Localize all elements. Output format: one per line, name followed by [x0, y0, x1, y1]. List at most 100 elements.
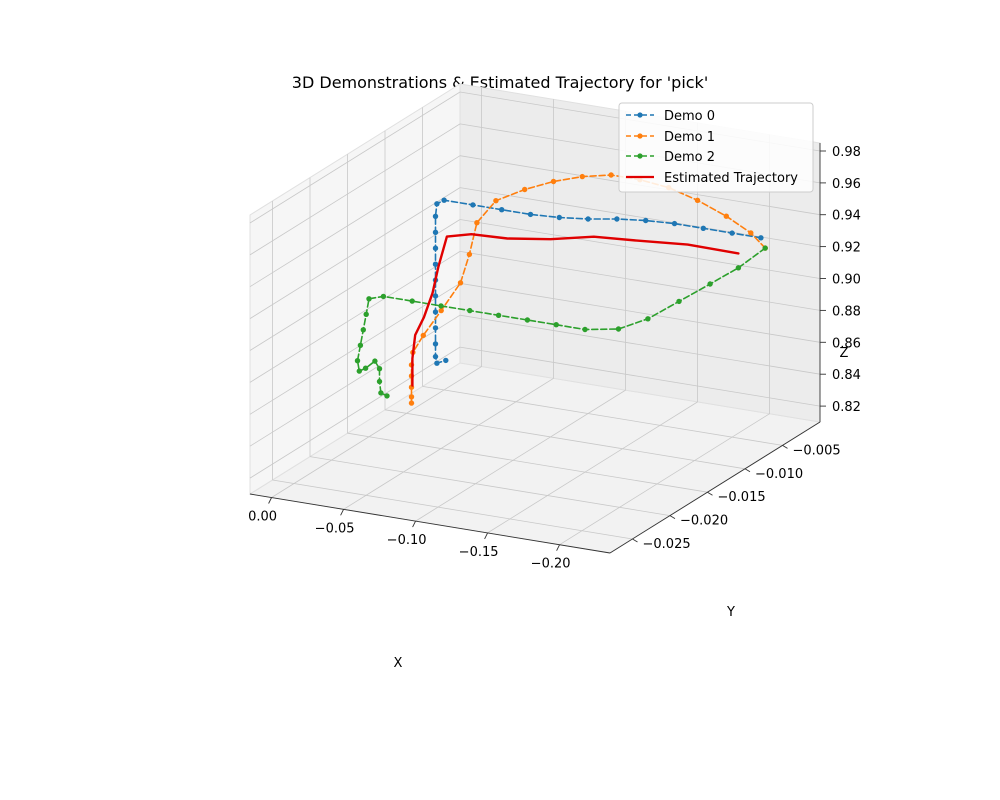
grid-line-z-left: [249, 219, 461, 351]
legend-frame: [618, 102, 814, 193]
y-axis-ticks: −0.025 −0.020 −0.015 −0.010 −0.005: [632, 443, 841, 552]
grid-line-z-back: [459, 219, 821, 279]
grid-line-x-floor: [559, 413, 770, 546]
x-tick-mark: [268, 497, 273, 504]
x-tick-mark: [340, 509, 345, 516]
z-tick-label: 0.94: [832, 209, 861, 224]
legend-entry-demo-0: Demo 0: [626, 109, 715, 124]
x-tick-mark: [556, 544, 561, 551]
series-point-demo-0: [434, 201, 440, 207]
grid-line-x-floor: [271, 366, 482, 498]
series-point-demo-0: [432, 325, 439, 331]
series-point-demo-2: [366, 296, 372, 302]
y-tick-mark: [669, 515, 676, 519]
grid-line-y-floor: [309, 456, 671, 516]
series-point-demo-2: [438, 303, 444, 309]
series-point-demo-1: [579, 173, 585, 180]
series-point-demo-2: [362, 365, 369, 371]
series-point-demo-1: [408, 394, 415, 400]
series-point-demo-1: [457, 280, 464, 286]
series-point-demo-0: [729, 230, 735, 236]
series-point-demo-2: [762, 245, 768, 251]
series-point-demo-2: [376, 378, 383, 385]
y-axis-line: [609, 421, 821, 554]
y-tick-mark: [632, 538, 638, 543]
y-tick-label: −0.015: [718, 490, 766, 505]
series-line-estimated-trajectory: [411, 232, 740, 387]
series-point-demo-2: [357, 342, 364, 348]
x-tick-mark: [484, 532, 489, 540]
series-point-demo-0: [643, 217, 649, 224]
z-axis-label: Z: [840, 346, 849, 361]
series-point-demo-0: [499, 207, 505, 213]
series-point-demo-0: [758, 235, 764, 241]
series-point-demo-0: [434, 360, 440, 366]
grid-line-y-floor: [384, 409, 746, 470]
series-point-demo-2: [467, 307, 473, 314]
series-point-demo-0: [432, 341, 439, 347]
series-point-demo-2: [356, 368, 362, 374]
y-tick-mark: [782, 445, 788, 449]
x-tick-label: −0.20: [531, 557, 571, 572]
z-axis-ticks: 0.82 0.84 0.86 0.88 0.90 0.92 0.94 0.96 0.98: [820, 145, 861, 415]
legend-marker-demo-1: [637, 133, 643, 139]
series-point-demo-1: [474, 220, 480, 226]
series-point-demo-2: [524, 317, 531, 323]
series-point-demo-0: [585, 216, 591, 222]
series-point-demo-2: [735, 265, 742, 271]
legend: Demo 0 Demo 1 Demo 2 Estimated Trajector…: [618, 102, 814, 193]
legend-entry-demo-2: Demo 2: [626, 150, 715, 165]
series-point-demo-1: [694, 197, 701, 203]
chart-title: 3D Demonstrations & Estimated Trajectory…: [292, 73, 708, 92]
series-point-demo-0: [432, 309, 439, 315]
grid-line-x-floor: [343, 377, 554, 510]
grid-line-z-back: [459, 282, 821, 343]
series-point-demo-1: [408, 400, 415, 406]
z-tick-label: 0.82: [832, 400, 861, 415]
z-tick-label: 0.84: [832, 368, 861, 383]
grid-line-z-back: [459, 251, 821, 311]
x-tick-label: −0.10: [387, 533, 427, 548]
z-tick-label: 0.86: [832, 336, 861, 351]
legend-label-demo-2: Demo 2: [664, 150, 715, 165]
series-point-demo-0: [432, 261, 439, 267]
grid-line-z-left: [249, 123, 461, 256]
series-point-demo-1: [723, 213, 729, 219]
series-point-demo-1: [748, 230, 754, 236]
x-axis-ticks: −0.20 −0.15 −0.10 −0.05 0.00: [248, 497, 571, 572]
grid-line-z-left: [249, 91, 461, 224]
legend-label-demo-1: Demo 1: [664, 130, 715, 145]
series-point-demo-1: [550, 178, 557, 185]
series-point-demo-2: [378, 390, 384, 396]
series-point-demo-2: [553, 322, 559, 328]
legend-marker-demo-2: [637, 153, 643, 159]
y-tick-mark: [707, 491, 713, 496]
legend-entry-estimated-trajectory: Estimated Trajectory: [626, 171, 798, 186]
legend-label-demo-0: Demo 0: [664, 109, 715, 124]
grid-line-y-floor: [422, 386, 783, 446]
series-demo-0: [432, 197, 764, 366]
y-tick-label: −0.025: [643, 537, 691, 552]
series-point-demo-1: [438, 307, 444, 314]
z-tick-label: 0.88: [832, 304, 861, 319]
z-tick-label: 0.92: [832, 241, 861, 256]
series-point-demo-1: [466, 251, 473, 258]
series-point-demo-2: [380, 293, 387, 300]
grid-line-y-floor: [272, 479, 633, 540]
series-point-demo-2: [645, 316, 651, 322]
x-axis-line: [249, 493, 611, 554]
grid-line-z-left: [249, 282, 461, 415]
series-line-demo-2: [356, 247, 767, 397]
x-tick-label: 0.00: [248, 510, 277, 525]
z-tick-label: 0.98: [832, 145, 861, 160]
series-point-demo-0: [470, 202, 476, 208]
series-estimated-trajectory: [411, 232, 740, 387]
series-demo-2: [354, 245, 768, 399]
grid-line-z-left: [249, 251, 461, 383]
x-tick-mark: [412, 520, 417, 528]
y-tick-label: −0.005: [793, 443, 841, 458]
grid-line-z-back: [459, 314, 821, 375]
series-point-demo-2: [363, 311, 369, 317]
series-point-demo-2: [384, 393, 390, 399]
series-point-demo-0: [527, 211, 534, 218]
